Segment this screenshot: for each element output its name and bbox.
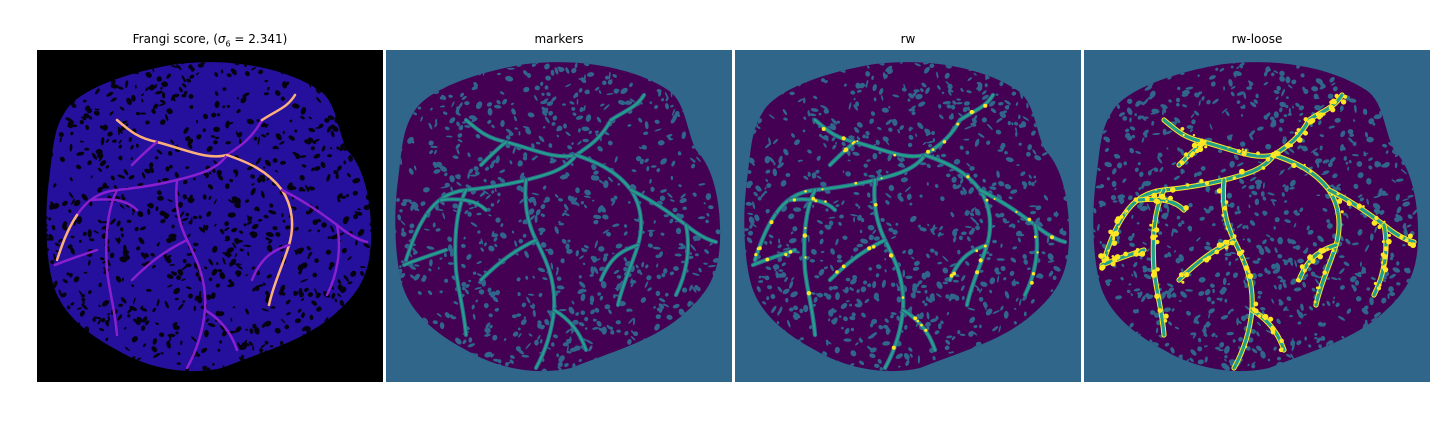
markers-vessel-6 — [599, 243, 640, 282]
frangi-title-prefix: Frangi score, ( — [132, 32, 218, 46]
rw-vessel-12 — [958, 93, 995, 122]
markers-tissue — [395, 62, 721, 372]
markers-vessel-15 — [439, 198, 488, 212]
frangi-vessels — [53, 93, 369, 370]
markers-vessel-3 — [524, 178, 556, 370]
markers-vessels — [401, 92, 719, 371]
markers-vessel-7 — [454, 188, 468, 337]
frangi-vessel-6 — [250, 243, 291, 282]
rw-loose-highlights — [1098, 93, 1416, 353]
frangi-title-sub: 6 — [225, 39, 231, 49]
frangi-vessel-10 — [130, 238, 189, 282]
markers-vessel-2 — [424, 153, 578, 217]
markers-vessel-4 — [574, 153, 643, 307]
markers-vessel-9 — [479, 140, 508, 167]
rw-loose-vessel-6 — [1297, 243, 1338, 282]
rw-vessel-3 — [873, 178, 905, 370]
frangi-vessel-7 — [105, 188, 119, 337]
frangi-vessel-3 — [175, 178, 207, 370]
rw-loose-vessel-14 — [1100, 248, 1146, 267]
frangi-vessel-11 — [203, 308, 239, 352]
frangi-title-sigma: σ — [217, 32, 226, 46]
frangi-vessel-4 — [225, 153, 294, 307]
rw-loose-image — [1084, 50, 1430, 382]
markers-image — [386, 50, 732, 382]
frangi-vessel-1 — [225, 118, 264, 157]
frangi-vessel-8 — [55, 213, 79, 262]
rw-loose-panel-title: rw-loose — [1231, 32, 1283, 46]
frangi-panel — [37, 50, 383, 382]
markers-vessel-10 — [479, 238, 538, 282]
rw-loose-vessel-12 — [1307, 93, 1344, 122]
frangi-vessel-13 — [325, 223, 341, 297]
rw-mesh — [744, 62, 1070, 372]
markers-vessel-14 — [402, 248, 448, 267]
rw-loose-panel — [1084, 50, 1430, 382]
markers-vessel-12 — [609, 93, 646, 122]
rw-image — [735, 50, 1081, 382]
rw-vessel-7 — [803, 188, 817, 337]
frangi-vessel-9 — [130, 140, 159, 167]
rw-loose-vessel-15 — [1137, 197, 1186, 212]
frangi-vessel-14 — [53, 248, 99, 267]
rw-vessel-13 — [1023, 223, 1039, 297]
frangi-image — [37, 50, 383, 382]
frangi-panel-title: Frangi score, (σ6 = 2.341) — [37, 32, 383, 48]
rw-vessel-11 — [901, 308, 937, 352]
markers-vessel-13 — [674, 223, 690, 297]
rw-panel-title: rw — [900, 32, 916, 46]
rw-panel — [735, 50, 1081, 382]
frangi-vessel-2 — [75, 153, 229, 217]
markers-vessel-1 — [574, 118, 613, 157]
rw-loose-vessel-13 — [1372, 223, 1388, 297]
frangi-title-suffix: = 2.341) — [230, 32, 288, 46]
rw-highlights — [754, 103, 1054, 350]
markers-vessel-11 — [552, 308, 588, 352]
rw-vessel-8 — [753, 213, 777, 262]
frangi-vessel-15 — [90, 198, 139, 212]
markers-panel — [386, 50, 732, 382]
markers-panel-title: markers — [534, 32, 584, 46]
rw-vessel-10 — [828, 238, 887, 282]
markers-vessel-8 — [404, 213, 428, 262]
frangi-vessel-12 — [260, 93, 297, 122]
